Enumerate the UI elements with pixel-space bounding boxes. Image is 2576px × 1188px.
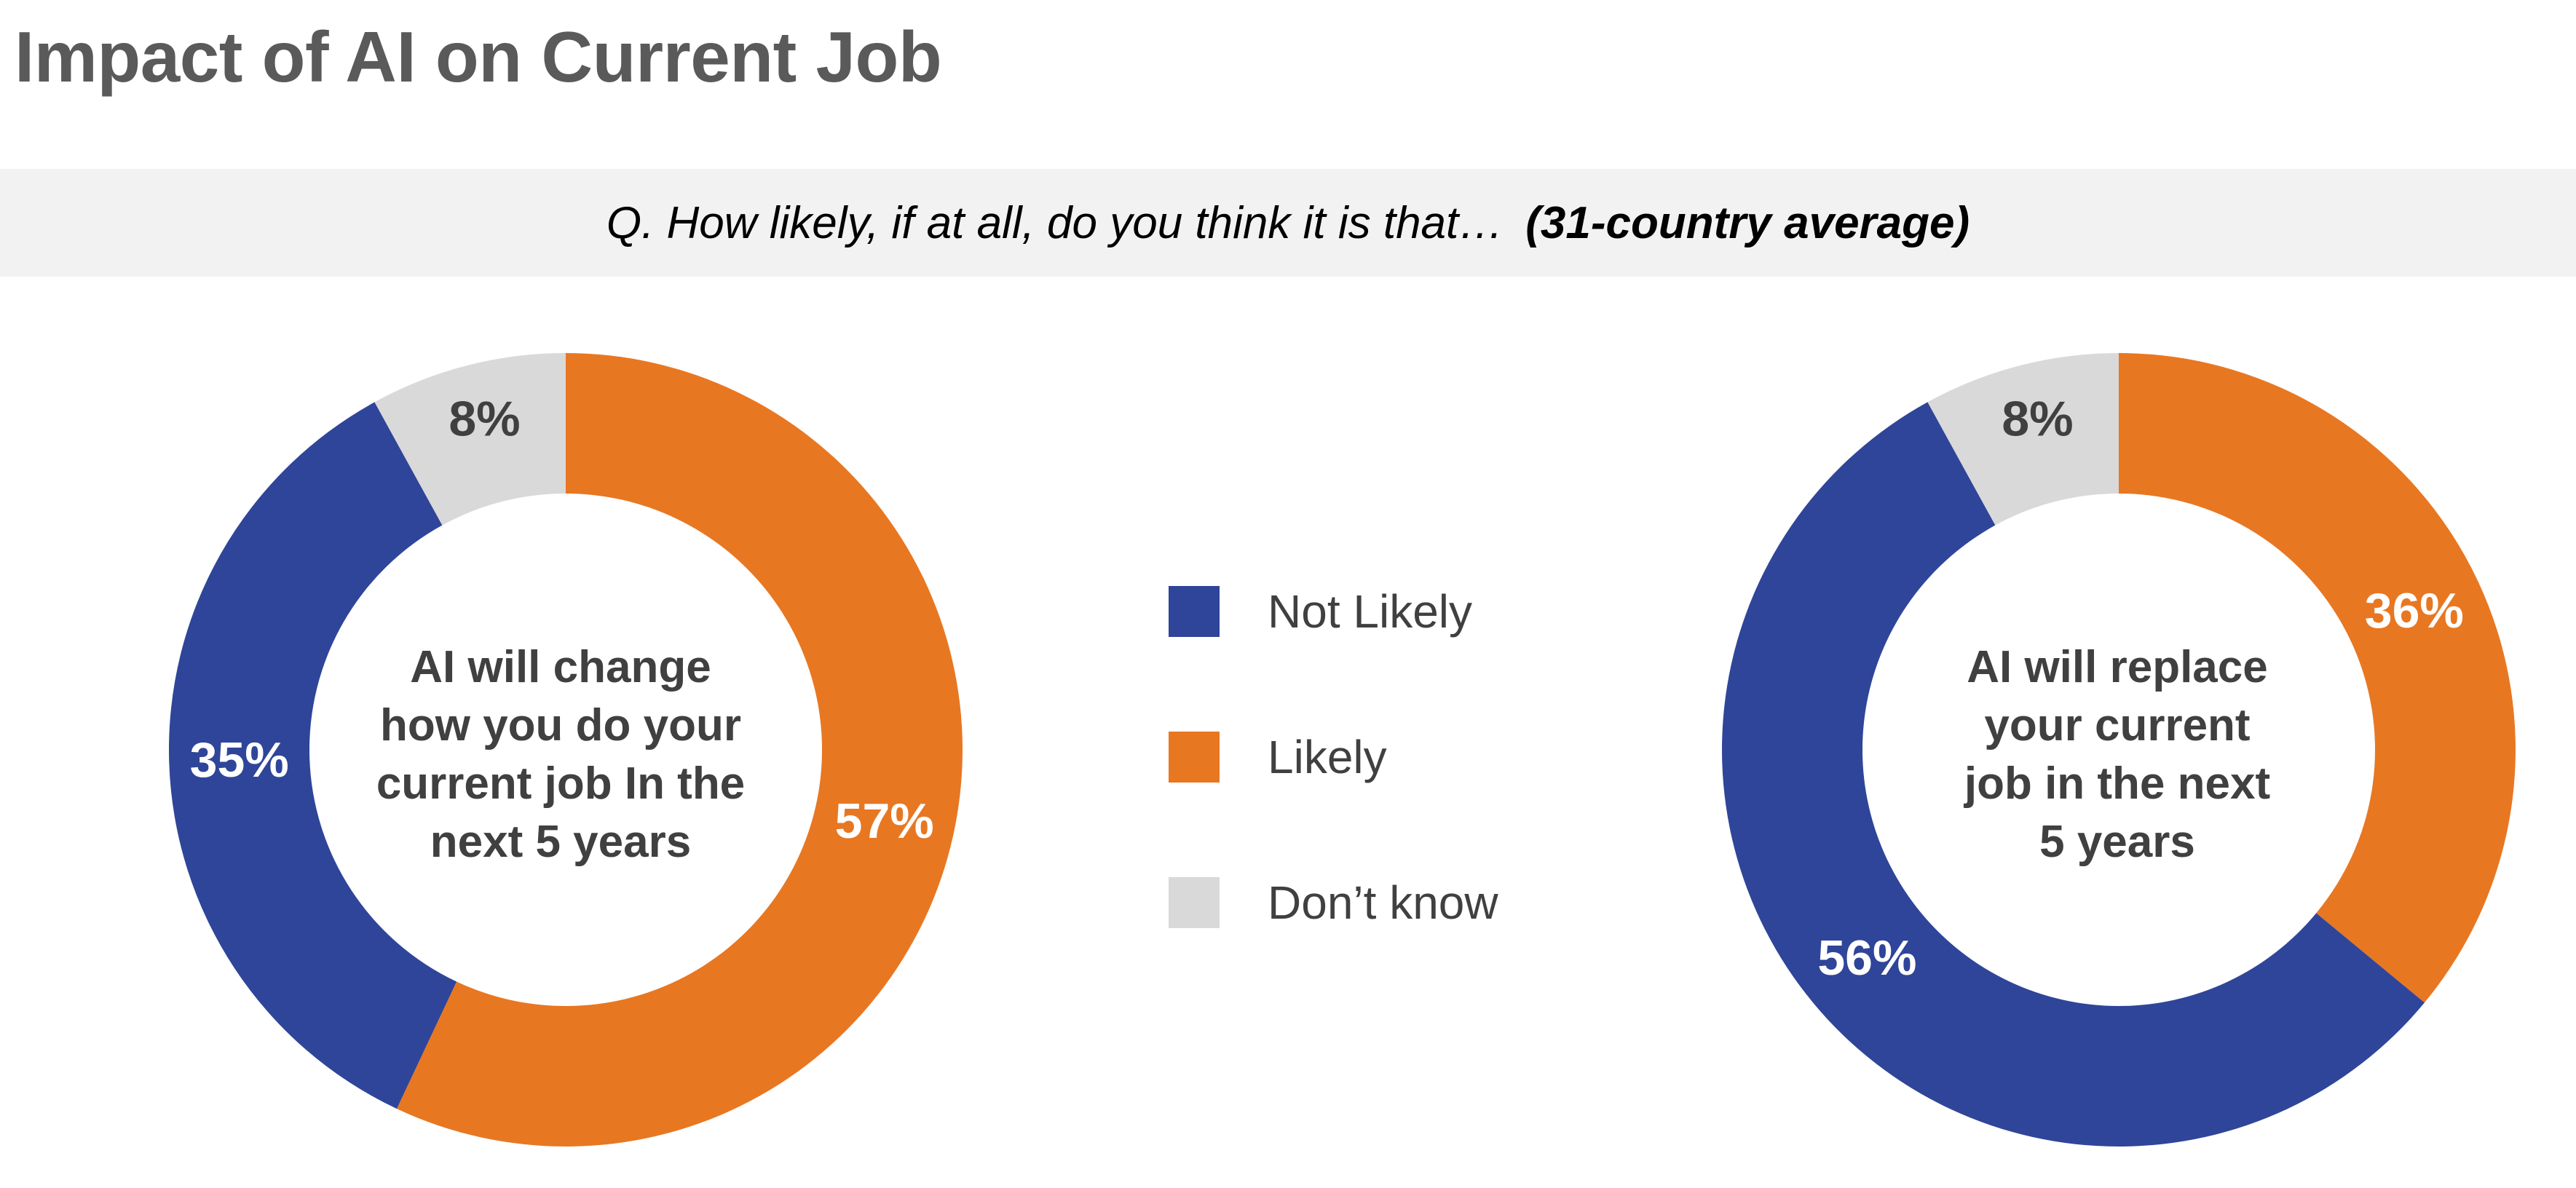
chart-1-center-line-3: current job In the [376,759,746,809]
legend-swatch-dont-know [1169,877,1220,928]
legend-item-not-likely: Not Likely [1169,539,1498,684]
chart-2-slice-not-likely [1722,402,2425,1147]
chart-1-center-label: AI will change how you do your current j… [342,638,779,871]
chart-2-slice-don-t-know [1927,353,2119,526]
chart-2-slice-likely [2119,353,2516,1003]
question-banner: Q. How likely, if at all, do you think i… [0,169,2576,277]
chart-1-center-line-1: AI will change [410,642,711,692]
chart-2-label-not-likely: 56% [1817,930,1916,986]
legend: Not Likely Likely Don’t know [1169,539,1498,975]
chart-1-label-don-t-know: 8% [449,392,520,447]
chart-1-center-line-2: how you do your [380,700,741,751]
chart-1-label-likely: 57% [835,793,934,849]
legend-swatch-likely [1169,732,1220,783]
chart-2-center-line-1: AI will replace [1967,642,2268,692]
chart-1-label-not-likely: 35% [190,732,289,788]
chart-1-slice-don-t-know [374,353,566,526]
legend-label-dont-know: Don’t know [1268,876,1498,929]
question-emphasis: (31-country average) [1525,197,1970,248]
chart-1-slice-not-likely [168,402,457,1109]
chart-2-center-line-3: job in the next [1964,759,2271,809]
page-title: Impact of AI on Current Job [15,17,942,97]
chart-2-label-don-t-know: 8% [2002,392,2073,447]
legend-item-dont-know: Don’t know [1169,830,1498,975]
chart-2-center-line-2: your current [1984,700,2251,751]
legend-swatch-not-likely [1169,586,1220,637]
question-prefix: Q. How likely, if at all, do you think i… [606,197,1504,248]
chart-2-center-line-4: 5 years [2039,817,2195,867]
chart-1-slice-likely [396,353,963,1147]
chart-2-label-likely: 36% [2365,583,2464,638]
question-text: Q. How likely, if at all, do you think i… [607,197,1969,249]
legend-label-not-likely: Not Likely [1268,585,1472,638]
chart-1-center-line-4: next 5 years [430,817,692,867]
legend-item-likely: Likely [1169,684,1498,830]
chart-2-center-label: AI will replace your current job in the … [1899,638,2336,871]
legend-label-likely: Likely [1268,731,1387,783]
